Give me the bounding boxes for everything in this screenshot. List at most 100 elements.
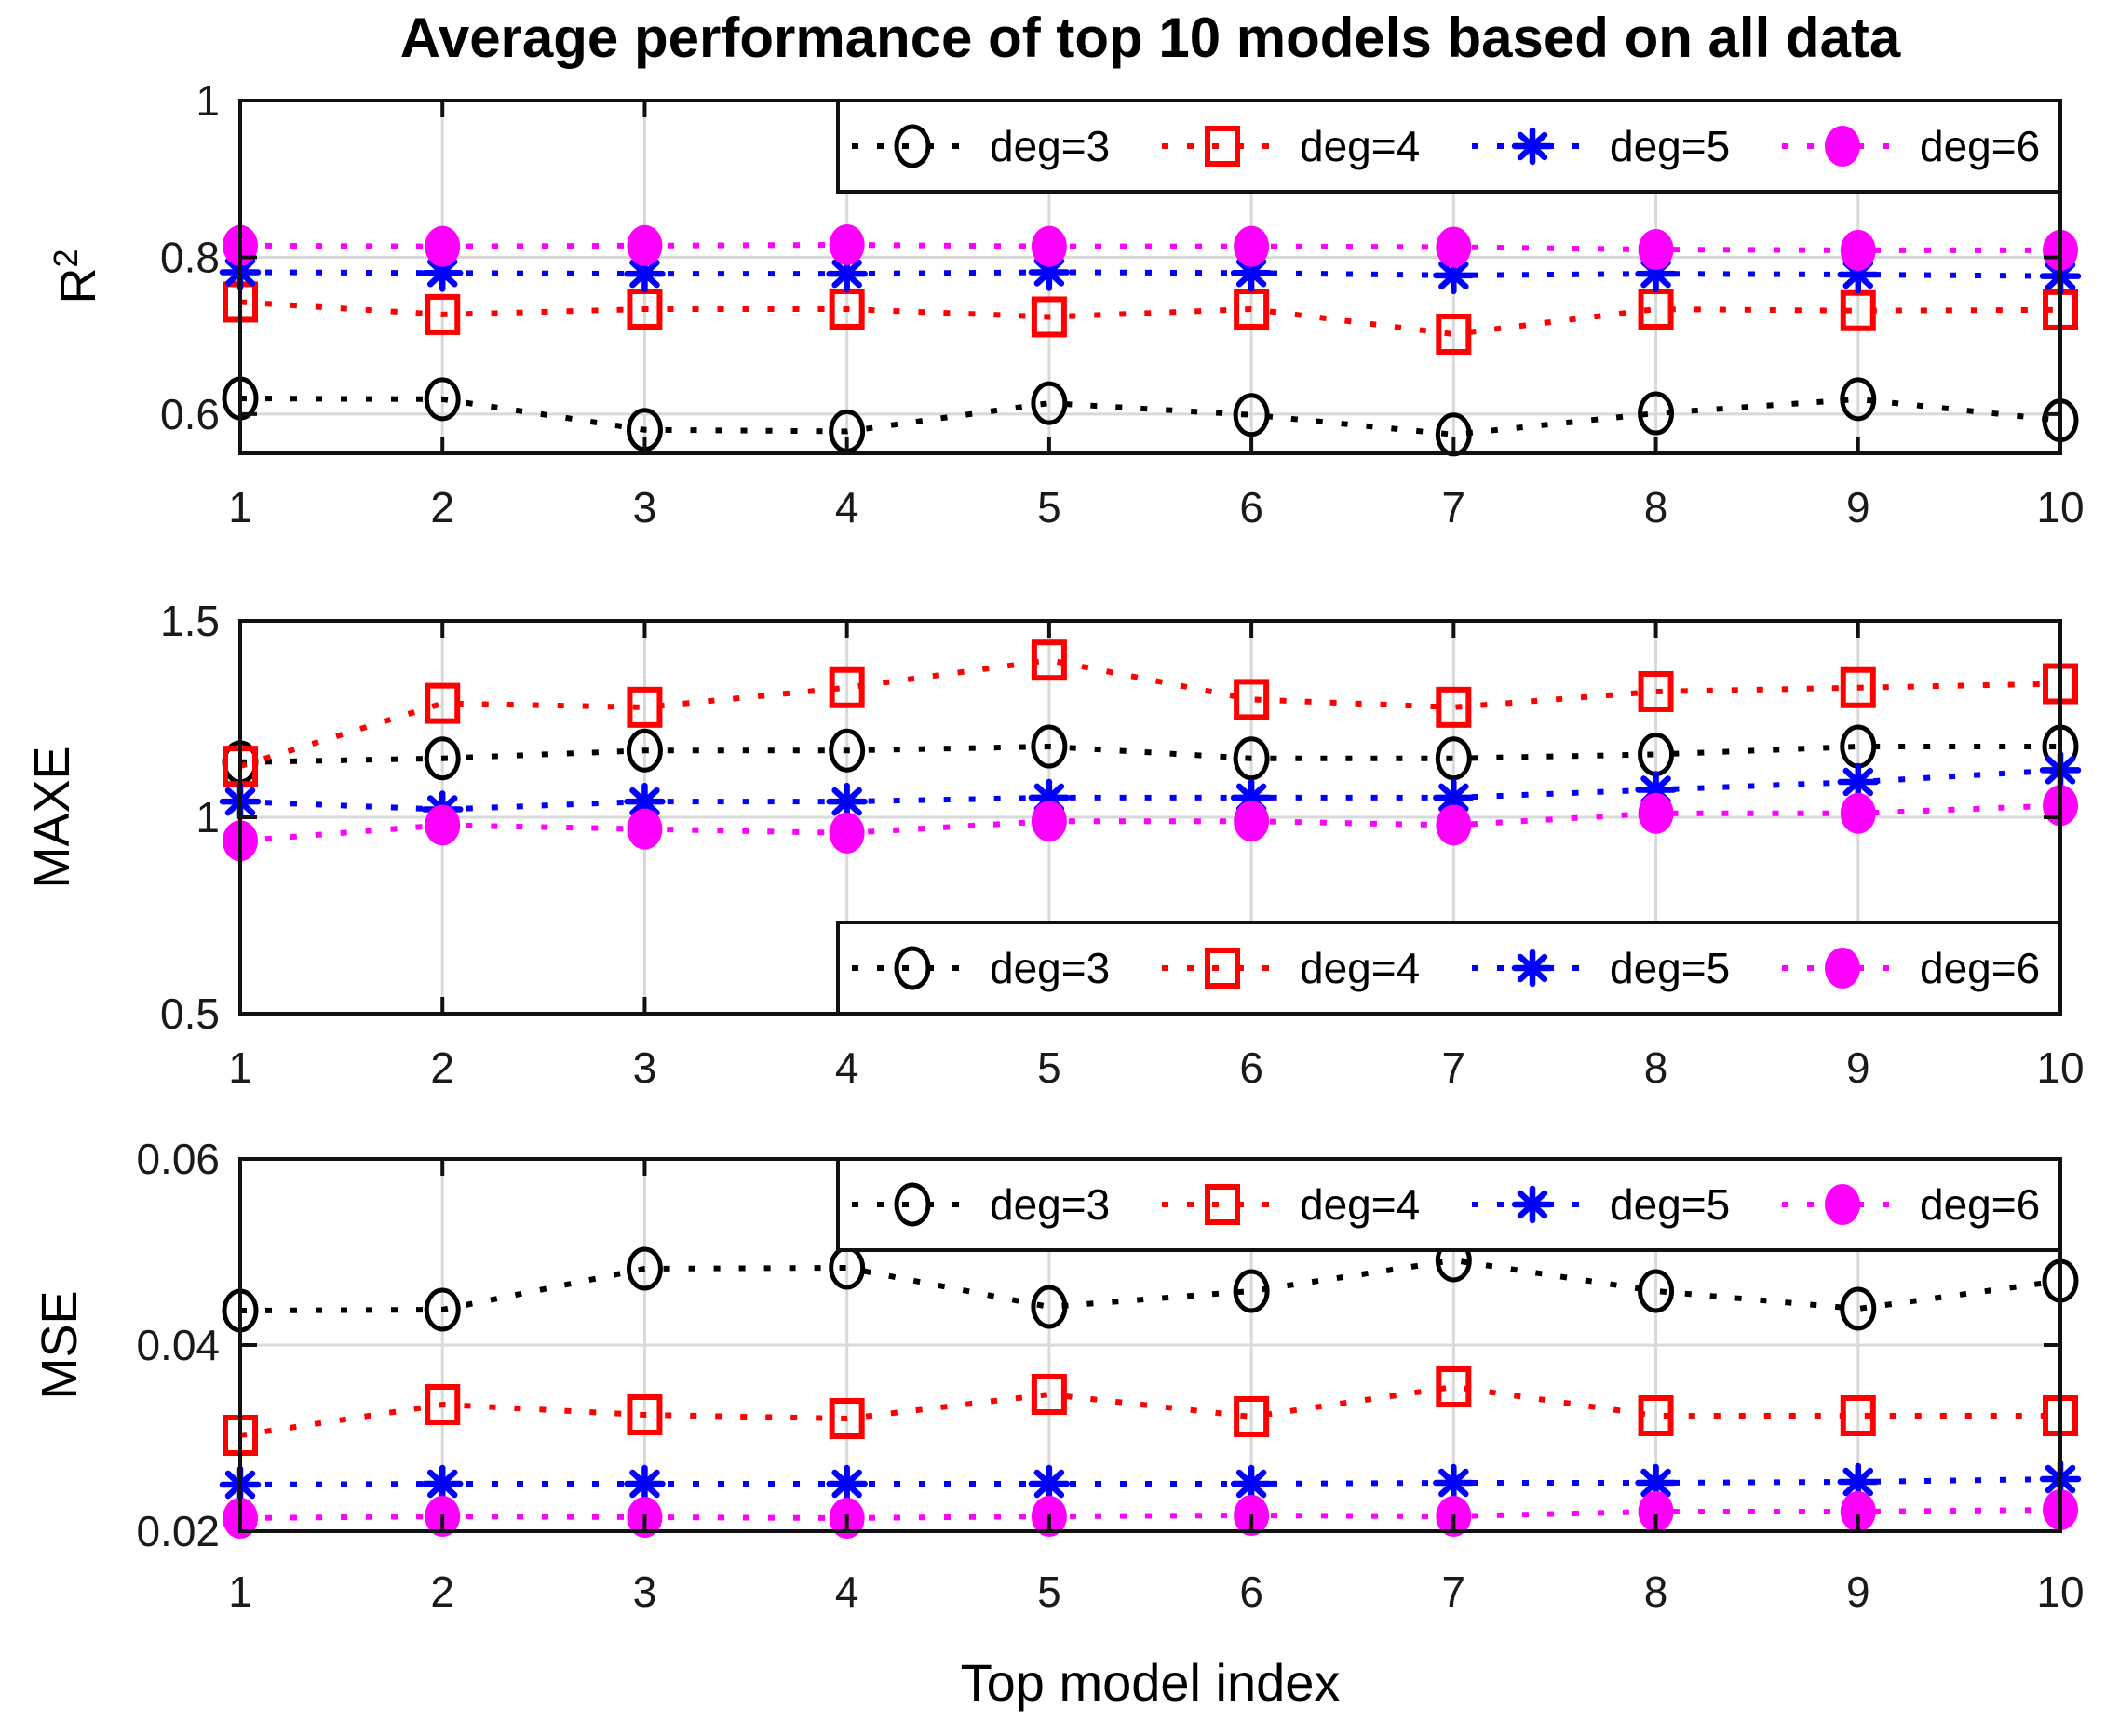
series-line bbox=[239, 657, 2061, 770]
x-tick-label: 6 bbox=[1239, 483, 1263, 532]
superscript: 2 bbox=[47, 249, 85, 268]
series-line bbox=[239, 396, 2061, 437]
marker-square-open bbox=[1638, 670, 1674, 712]
marker-circle-filled bbox=[1638, 792, 1674, 834]
x-tick-label: 6 bbox=[1239, 1043, 1263, 1092]
x-tick-label: 6 bbox=[1239, 1568, 1263, 1616]
marker-circle-filled bbox=[1234, 801, 1270, 842]
marker-square-open bbox=[1031, 296, 1067, 338]
marker-circle-filled bbox=[1840, 1491, 1876, 1532]
marker-square-open bbox=[1436, 686, 1472, 728]
marker-asterisk bbox=[826, 1464, 868, 1503]
legend-label: deg=4 bbox=[1300, 122, 1420, 170]
y-tick-label: 1 bbox=[196, 793, 220, 841]
marker-square-open bbox=[1205, 1184, 1240, 1225]
marker-circle-open bbox=[1233, 1269, 1270, 1313]
marker-circle-filled bbox=[1638, 229, 1674, 271]
marker-asterisk bbox=[624, 254, 666, 293]
y-axis-label-r2: R2 bbox=[47, 249, 106, 304]
series-deg-5 bbox=[219, 253, 2082, 295]
marker-circle-filled bbox=[829, 812, 865, 854]
legend-label: deg=3 bbox=[990, 1180, 1110, 1229]
legend-label: deg=6 bbox=[1920, 944, 2040, 992]
marker-square-open bbox=[425, 293, 461, 335]
y-tick-label: 1.5 bbox=[160, 597, 220, 645]
marker-asterisk bbox=[1433, 1463, 1475, 1502]
y-tick-label: 0.06 bbox=[136, 1135, 220, 1183]
x-tick-label: 9 bbox=[1846, 483, 1870, 532]
legend-label: deg=4 bbox=[1300, 1180, 1420, 1229]
marker-square-open bbox=[1234, 1396, 1270, 1437]
marker-circle-open bbox=[1233, 393, 1270, 437]
marker-square-open bbox=[1031, 1374, 1067, 1415]
series-deg-3 bbox=[222, 724, 2079, 785]
legend: deg=3 deg=4 deg=5 deg=6 bbox=[836, 1157, 2062, 1252]
marker-circle-filled bbox=[1436, 804, 1472, 846]
series-line bbox=[239, 241, 2060, 253]
marker-circle-filled bbox=[1840, 792, 1876, 834]
x-tick-label: 1 bbox=[228, 1043, 252, 1092]
y-axis-label-mse: MSE bbox=[32, 1290, 88, 1400]
marker-square-open bbox=[1840, 1395, 1876, 1436]
marker-circle-filled bbox=[1234, 225, 1270, 267]
series-deg-6 bbox=[223, 223, 2078, 271]
marker-circle-filled bbox=[1825, 126, 1860, 167]
x-tick-label: 8 bbox=[1644, 1043, 1668, 1092]
marker-square-open bbox=[1436, 1366, 1472, 1407]
x-tick-label: 2 bbox=[430, 1568, 454, 1616]
legend-label: deg=3 bbox=[990, 122, 1110, 170]
marker-circle-filled bbox=[1638, 1491, 1674, 1532]
marker-circle-open bbox=[424, 377, 461, 422]
x-axis-label: Top model index bbox=[960, 1653, 1341, 1712]
marker-asterisk bbox=[421, 1464, 464, 1503]
marker-circle-open bbox=[626, 728, 663, 773]
marker-square-open bbox=[425, 1384, 461, 1425]
marker-asterisk bbox=[1837, 762, 1880, 801]
x-tick-label: 3 bbox=[633, 1043, 657, 1092]
series-deg-3 bbox=[222, 1238, 2079, 1333]
x-tick-label: 10 bbox=[2036, 483, 2084, 532]
marker-circle-open bbox=[1840, 377, 1877, 422]
series-line bbox=[239, 1383, 2060, 1438]
x-tick-label: 9 bbox=[1846, 1043, 1870, 1092]
legend: deg=3 deg=4 deg=5 deg=6 bbox=[836, 921, 2062, 1016]
marker-circle-filled bbox=[1436, 226, 1472, 268]
x-tick-label: 2 bbox=[430, 1043, 454, 1092]
marker-square-open bbox=[1840, 666, 1876, 708]
marker-circle-open bbox=[1435, 736, 1472, 781]
marker-asterisk bbox=[1028, 1464, 1071, 1503]
y-tick-label: 0.04 bbox=[136, 1321, 220, 1369]
series-line bbox=[239, 802, 2061, 844]
marker-square-open bbox=[1234, 679, 1270, 720]
marker-circle-open bbox=[894, 946, 931, 990]
x-tick-label: 5 bbox=[1037, 1568, 1061, 1616]
series-line bbox=[239, 299, 2061, 338]
legend-label: deg=6 bbox=[1920, 122, 2040, 170]
marker-square-open bbox=[1638, 1395, 1674, 1436]
marker-asterisk bbox=[1433, 778, 1475, 817]
y-tick-label: 0.6 bbox=[160, 390, 220, 438]
marker-circle-filled bbox=[425, 225, 461, 267]
tick-marks bbox=[238, 619, 2062, 1016]
marker-circle-open bbox=[829, 728, 866, 773]
x-tick-label: 4 bbox=[835, 1568, 859, 1616]
marker-circle-open bbox=[424, 1287, 461, 1332]
legend-label: deg=5 bbox=[1610, 122, 1730, 170]
x-tick-label: 2 bbox=[430, 483, 454, 532]
x-tick-label: 10 bbox=[2036, 1568, 2084, 1616]
marker-circle-filled bbox=[1031, 225, 1067, 267]
marker-circle-open bbox=[894, 1182, 931, 1227]
series-line bbox=[239, 269, 2061, 279]
marker-circle-open bbox=[424, 736, 461, 781]
marker-circle-filled bbox=[627, 224, 663, 266]
marker-square-open bbox=[627, 1394, 663, 1435]
x-tick-label: 3 bbox=[633, 1568, 657, 1616]
marker-circle-open bbox=[1638, 1269, 1675, 1313]
x-tick-label: 5 bbox=[1037, 483, 1061, 532]
x-tick-label: 7 bbox=[1442, 1568, 1466, 1616]
marker-square-open bbox=[1205, 126, 1240, 167]
x-tick-label: 10 bbox=[2036, 1043, 2084, 1092]
marker-circle-open bbox=[1031, 724, 1068, 769]
series-deg-6 bbox=[223, 785, 2078, 862]
